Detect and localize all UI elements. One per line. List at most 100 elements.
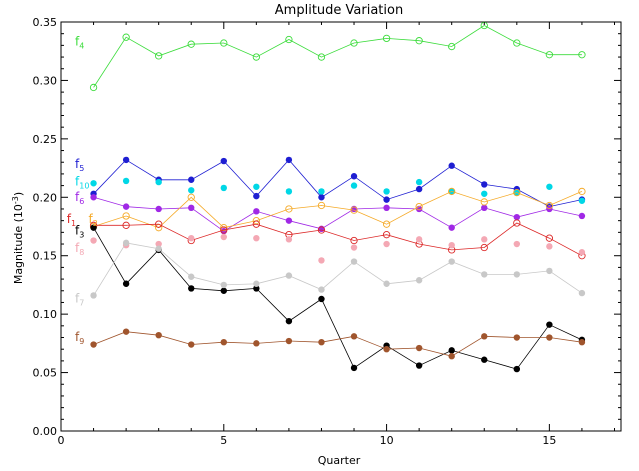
series-label-subscript: 6 <box>79 197 84 206</box>
series-line-f5 <box>93 159 582 208</box>
data-point-f8 <box>318 257 325 264</box>
data-point-f5 <box>188 176 195 183</box>
data-point-f9 <box>318 338 325 346</box>
data-point-f5 <box>285 156 293 164</box>
y-axis-ticks: 0.00 0.05 0.10 0.15 0.20 0.25 0.30 0.35 <box>33 16 621 438</box>
series-f3 <box>90 224 586 373</box>
data-point-f6 <box>448 224 455 231</box>
data-point-f1 <box>317 226 326 234</box>
data-point-f2 <box>317 201 326 210</box>
data-point-f1 <box>155 220 163 228</box>
data-point-f8 <box>546 243 553 250</box>
data-point-f7 <box>155 245 162 252</box>
data-point-f9 <box>383 346 390 353</box>
data-point-f8 <box>481 236 488 243</box>
data-point-f5 <box>220 157 227 165</box>
data-point-f4 <box>578 51 586 59</box>
data-point-f10 <box>285 188 293 195</box>
data-point-f1 <box>252 220 260 228</box>
series-label-base: f <box>75 330 80 344</box>
data-point-f6 <box>90 194 97 201</box>
series-f5 <box>90 156 586 210</box>
series-label-base: f <box>75 157 80 171</box>
data-point-f5 <box>481 181 488 188</box>
series-f9 <box>90 328 586 360</box>
data-point-f5 <box>383 196 390 203</box>
data-point-f9 <box>513 334 521 341</box>
data-point-f10 <box>188 187 195 194</box>
data-point-f2 <box>448 187 456 196</box>
series-label-base: f <box>89 212 94 226</box>
data-point-f7 <box>578 289 586 297</box>
data-point-f3 <box>513 365 521 373</box>
data-point-f2 <box>122 212 130 220</box>
data-point-f5 <box>415 185 423 193</box>
data-point-f9 <box>155 331 162 339</box>
data-point-f9 <box>481 333 488 340</box>
data-point-f2 <box>545 201 554 210</box>
data-point-f10 <box>546 183 553 190</box>
data-point-f10 <box>578 197 586 204</box>
series-label-subscript: 4 <box>79 41 84 50</box>
data-point-f1 <box>480 243 488 252</box>
data-point-f4 <box>448 42 456 51</box>
data-point-f8 <box>513 240 521 248</box>
data-point-f4 <box>513 39 521 47</box>
data-point-f4 <box>252 53 260 61</box>
y-tick-label: 0.25 <box>33 133 58 146</box>
data-point-f6 <box>481 204 488 212</box>
data-point-f2 <box>415 202 423 211</box>
data-point-f9 <box>188 341 195 348</box>
data-point-f9 <box>350 333 358 340</box>
series-label-subscript: 1 <box>71 219 76 228</box>
data-point-f7 <box>415 277 423 284</box>
y-axis-label-base: Magnitude (10 <box>12 204 25 284</box>
series-label-base: f <box>75 224 80 238</box>
series-label-f5: f5 <box>75 157 84 173</box>
series-label-f1: f1 <box>67 212 76 228</box>
data-point-f1 <box>382 231 391 239</box>
data-point-f3 <box>448 347 455 354</box>
data-point-f6 <box>155 205 162 213</box>
data-point-f5 <box>318 194 325 201</box>
data-point-f8 <box>253 234 260 242</box>
series-label-subscript: 2 <box>93 219 98 228</box>
series-label-f10: f10 <box>75 175 89 191</box>
data-point-f10 <box>318 188 325 195</box>
data-point-f2 <box>187 193 195 201</box>
series-label-subscript: 3 <box>79 231 84 240</box>
data-point-f9 <box>578 338 586 346</box>
data-point-f9 <box>253 340 260 347</box>
data-point-f6 <box>253 208 260 215</box>
data-point-f5 <box>448 162 455 169</box>
data-point-f8 <box>90 237 97 244</box>
series-layer <box>89 21 586 373</box>
series-label-f6: f6 <box>75 190 84 206</box>
data-point-f6 <box>188 204 195 212</box>
data-point-f3 <box>188 285 195 292</box>
y-tick-label: 0.15 <box>33 250 58 263</box>
y-axis-label: Magnitude (10-3) <box>11 192 25 284</box>
data-point-f10 <box>383 188 390 195</box>
series-line-f7 <box>93 242 583 296</box>
chart-title: Amplitude Variation <box>275 3 403 18</box>
data-point-f7 <box>481 271 488 278</box>
data-point-f5 <box>122 156 130 164</box>
series-label-base: f <box>75 291 80 305</box>
data-point-f3 <box>220 287 227 294</box>
series-f7 <box>90 239 586 299</box>
series-label-subscript: 7 <box>79 298 84 307</box>
data-point-f5 <box>350 173 358 180</box>
data-point-f7 <box>448 258 455 265</box>
series-label-base: f <box>75 34 80 48</box>
series-label-f7: f7 <box>75 291 84 307</box>
data-point-f3 <box>481 356 488 363</box>
data-point-f6 <box>513 213 521 221</box>
data-point-f7 <box>122 239 130 247</box>
series-f10 <box>90 177 586 204</box>
series-label-f3: f3 <box>75 224 84 240</box>
data-point-f3 <box>415 362 423 369</box>
series-f6 <box>90 194 586 235</box>
